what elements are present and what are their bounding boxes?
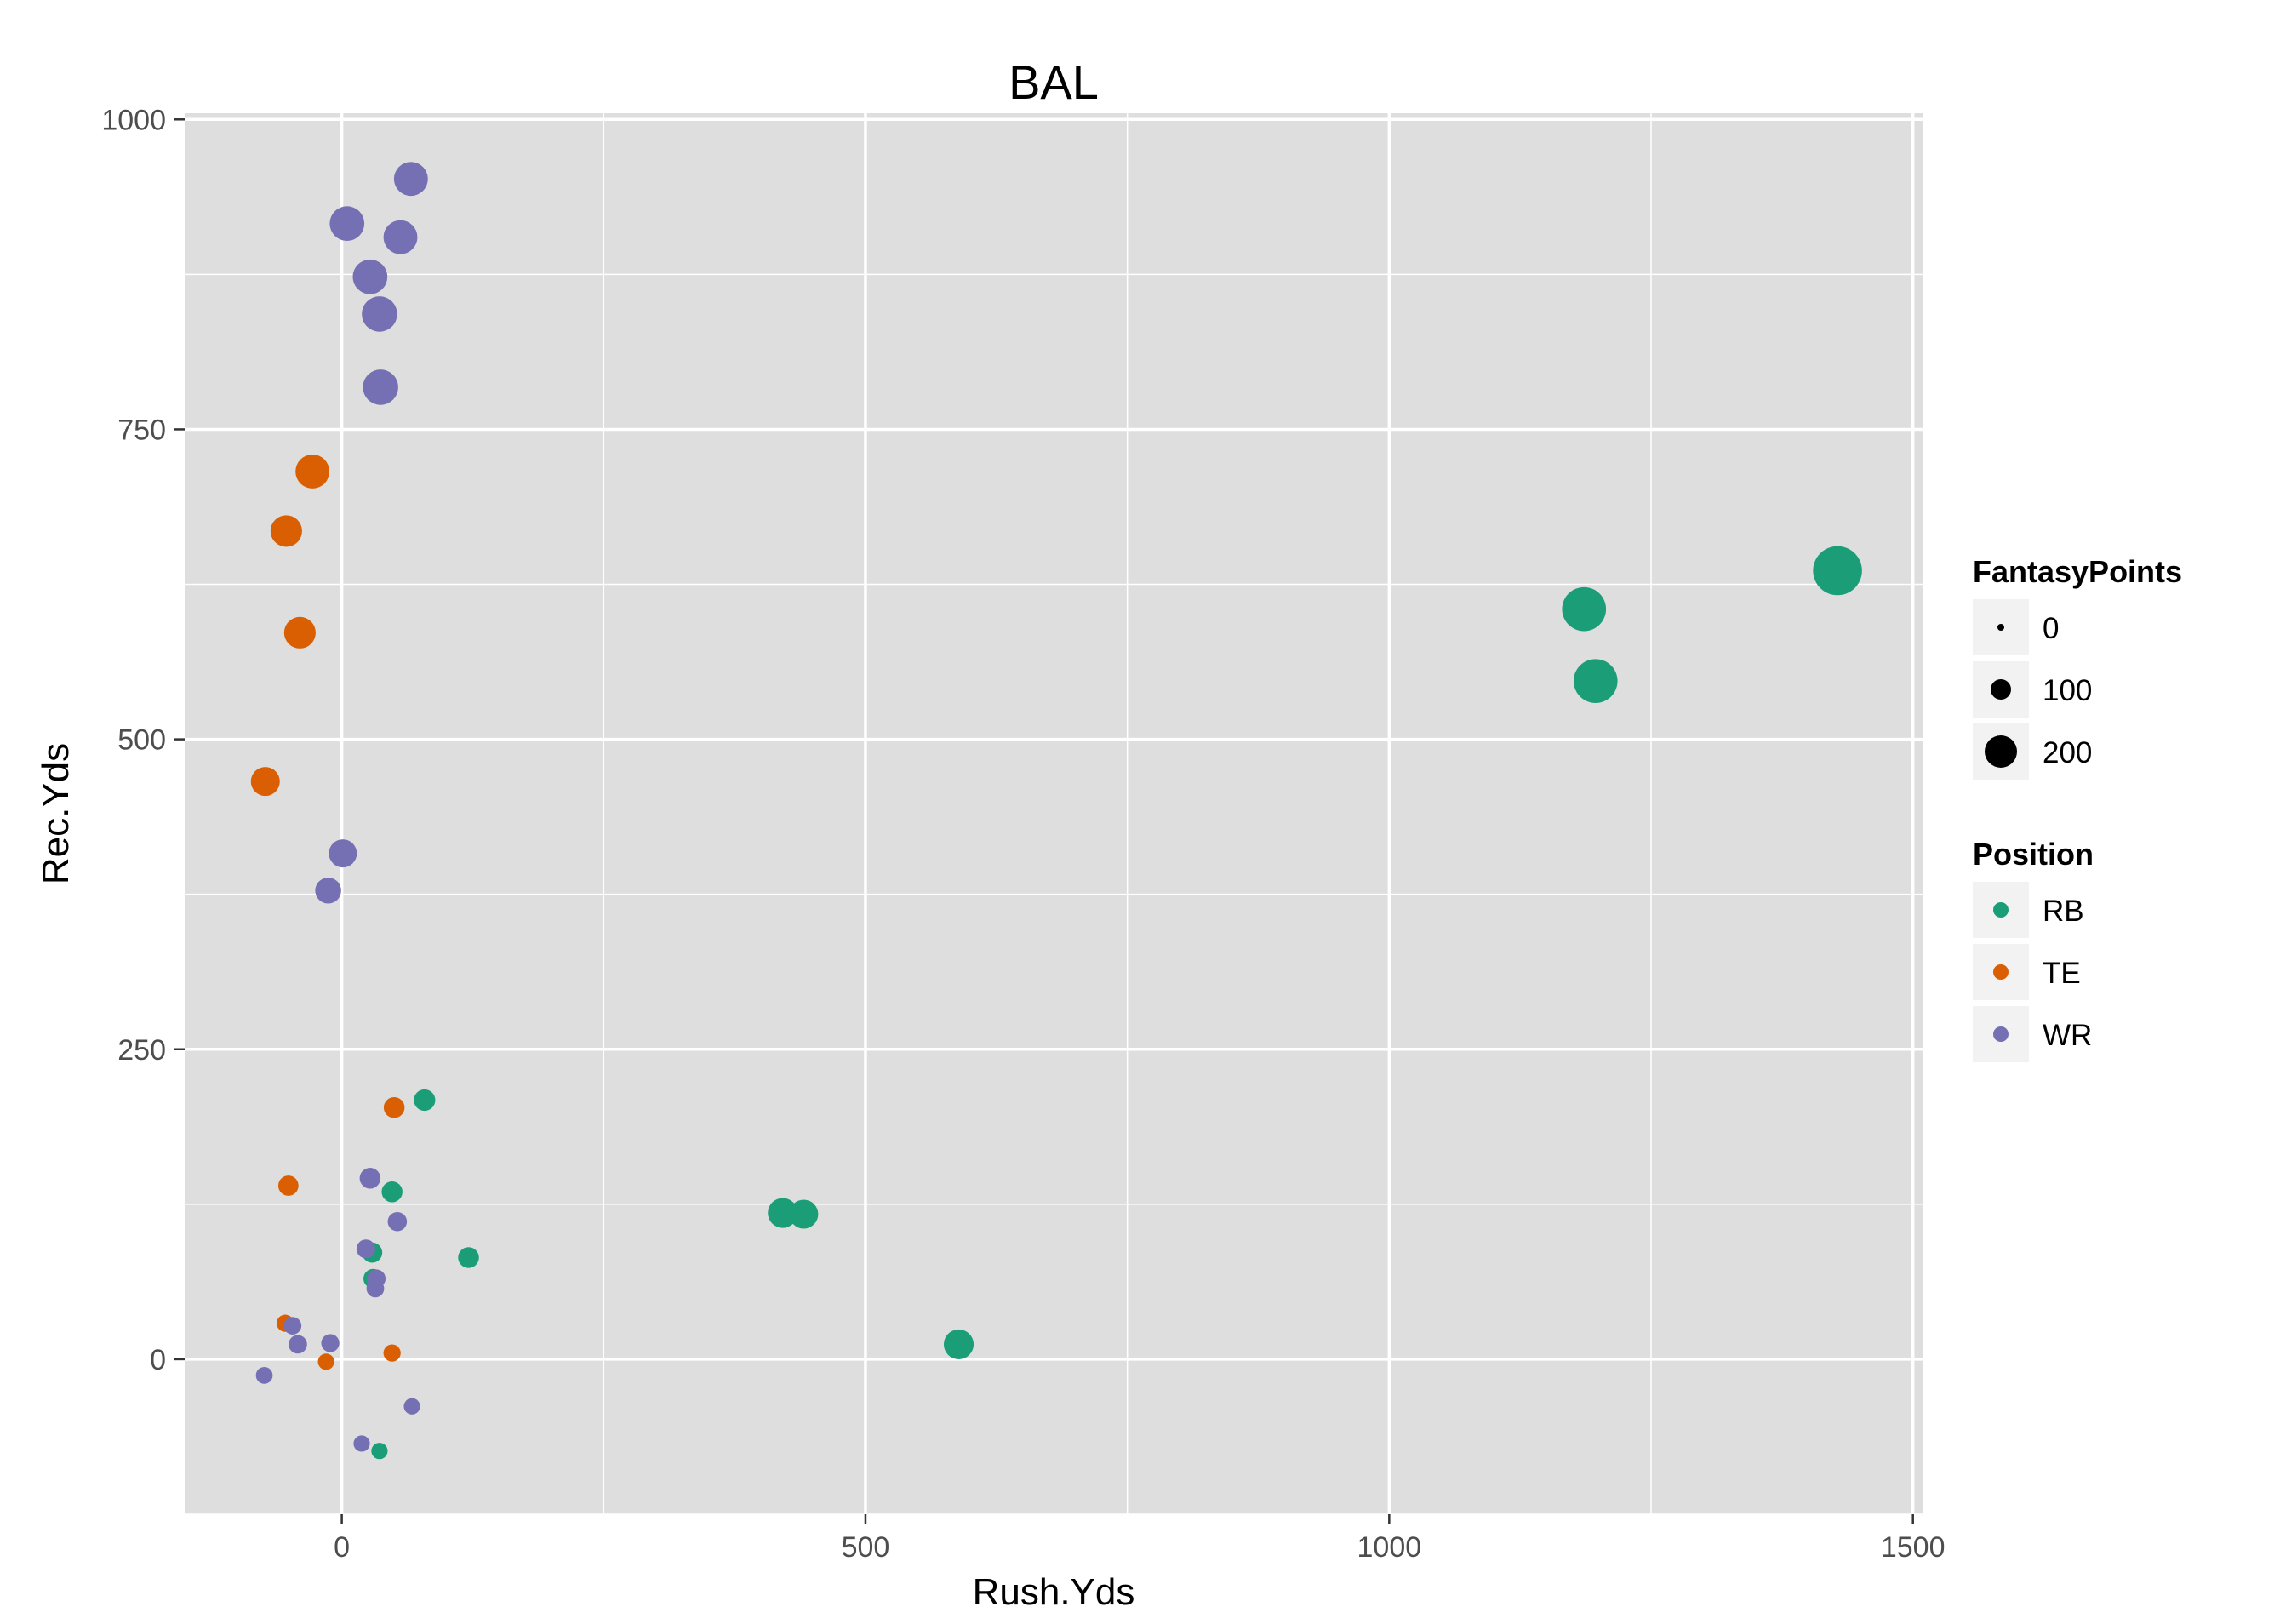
size-legend-label: 100 xyxy=(2043,674,2092,707)
y-tick-label: 250 xyxy=(117,1034,166,1066)
point-wr xyxy=(356,1239,375,1259)
x-axis: 0 500 1000 1500 xyxy=(334,1514,1946,1564)
point-wr xyxy=(383,220,418,254)
point-rb xyxy=(1573,659,1618,703)
x-tick-label: 1500 xyxy=(1881,1531,1946,1564)
point-rb xyxy=(458,1247,479,1268)
point-te xyxy=(317,1353,334,1370)
point-te xyxy=(277,1175,299,1196)
data-points xyxy=(250,162,1862,1460)
y-axis: 0 250 500 750 1000 xyxy=(101,104,185,1376)
point-wr xyxy=(359,1168,381,1189)
y-tick-label: 1000 xyxy=(101,104,166,136)
size-legend: FantasyPoints 0 100 200 xyxy=(1973,554,2182,780)
point-rb xyxy=(789,1199,819,1229)
point-te xyxy=(383,1096,405,1118)
point-wr xyxy=(387,1211,408,1232)
plot-panel xyxy=(185,113,1923,1514)
point-rb xyxy=(943,1329,974,1359)
point-wr xyxy=(352,259,388,294)
point-rb xyxy=(371,1443,388,1460)
point-wr xyxy=(363,369,398,405)
size-legend-label: 200 xyxy=(2043,736,2092,769)
point-wr xyxy=(255,1366,273,1384)
point-te xyxy=(250,767,280,797)
point-wr xyxy=(289,1335,307,1354)
point-wr xyxy=(353,1435,370,1452)
point-rb xyxy=(414,1089,436,1112)
color-legend-label: TE xyxy=(2043,957,2081,990)
point-wr xyxy=(329,839,357,868)
y-tick-label: 0 xyxy=(150,1344,166,1376)
x-tick-label: 500 xyxy=(842,1531,890,1564)
color-legend-dot-wr xyxy=(1993,1026,2009,1042)
point-wr xyxy=(393,162,428,197)
chart-title: BAL xyxy=(1009,55,1099,109)
x-axis-title: Rush.Yds xyxy=(973,1571,1135,1613)
y-tick-label: 500 xyxy=(117,724,166,757)
point-wr xyxy=(329,206,365,242)
point-wr xyxy=(321,1334,340,1352)
color-legend-label: RB xyxy=(2043,895,2084,928)
x-tick-label: 1000 xyxy=(1357,1531,1422,1564)
point-te xyxy=(270,515,302,547)
point-wr xyxy=(283,1317,302,1335)
size-legend-dot xyxy=(1985,735,2017,768)
size-legend-dot xyxy=(1997,624,2004,631)
y-axis-title: Rec.Yds xyxy=(35,743,77,884)
color-legend-dot-te xyxy=(1993,964,2009,980)
point-rb xyxy=(381,1181,403,1203)
color-legend-label: WR xyxy=(2043,1019,2092,1052)
major-gridlines xyxy=(185,113,1923,1514)
size-legend-label: 0 xyxy=(2043,612,2059,645)
point-rb xyxy=(1813,546,1862,596)
point-wr xyxy=(403,1398,420,1415)
size-legend-dot xyxy=(1991,679,2011,700)
point-te xyxy=(295,455,330,489)
point-wr xyxy=(366,1279,385,1298)
point-te xyxy=(383,1344,401,1362)
point-wr xyxy=(315,878,341,904)
point-rb xyxy=(1562,586,1607,632)
color-legend-dot-rb xyxy=(1993,902,2009,918)
minor-gridlines xyxy=(185,113,1923,1515)
color-legend-title: Position xyxy=(1973,837,2094,872)
y-tick-label: 750 xyxy=(117,414,166,446)
size-legend-title: FantasyPoints xyxy=(1973,554,2182,589)
point-rb xyxy=(768,1198,798,1228)
point-te xyxy=(283,616,316,649)
color-legend: Position RB TE WR xyxy=(1973,837,2094,1062)
x-tick-label: 0 xyxy=(334,1531,350,1564)
point-wr xyxy=(362,296,397,332)
